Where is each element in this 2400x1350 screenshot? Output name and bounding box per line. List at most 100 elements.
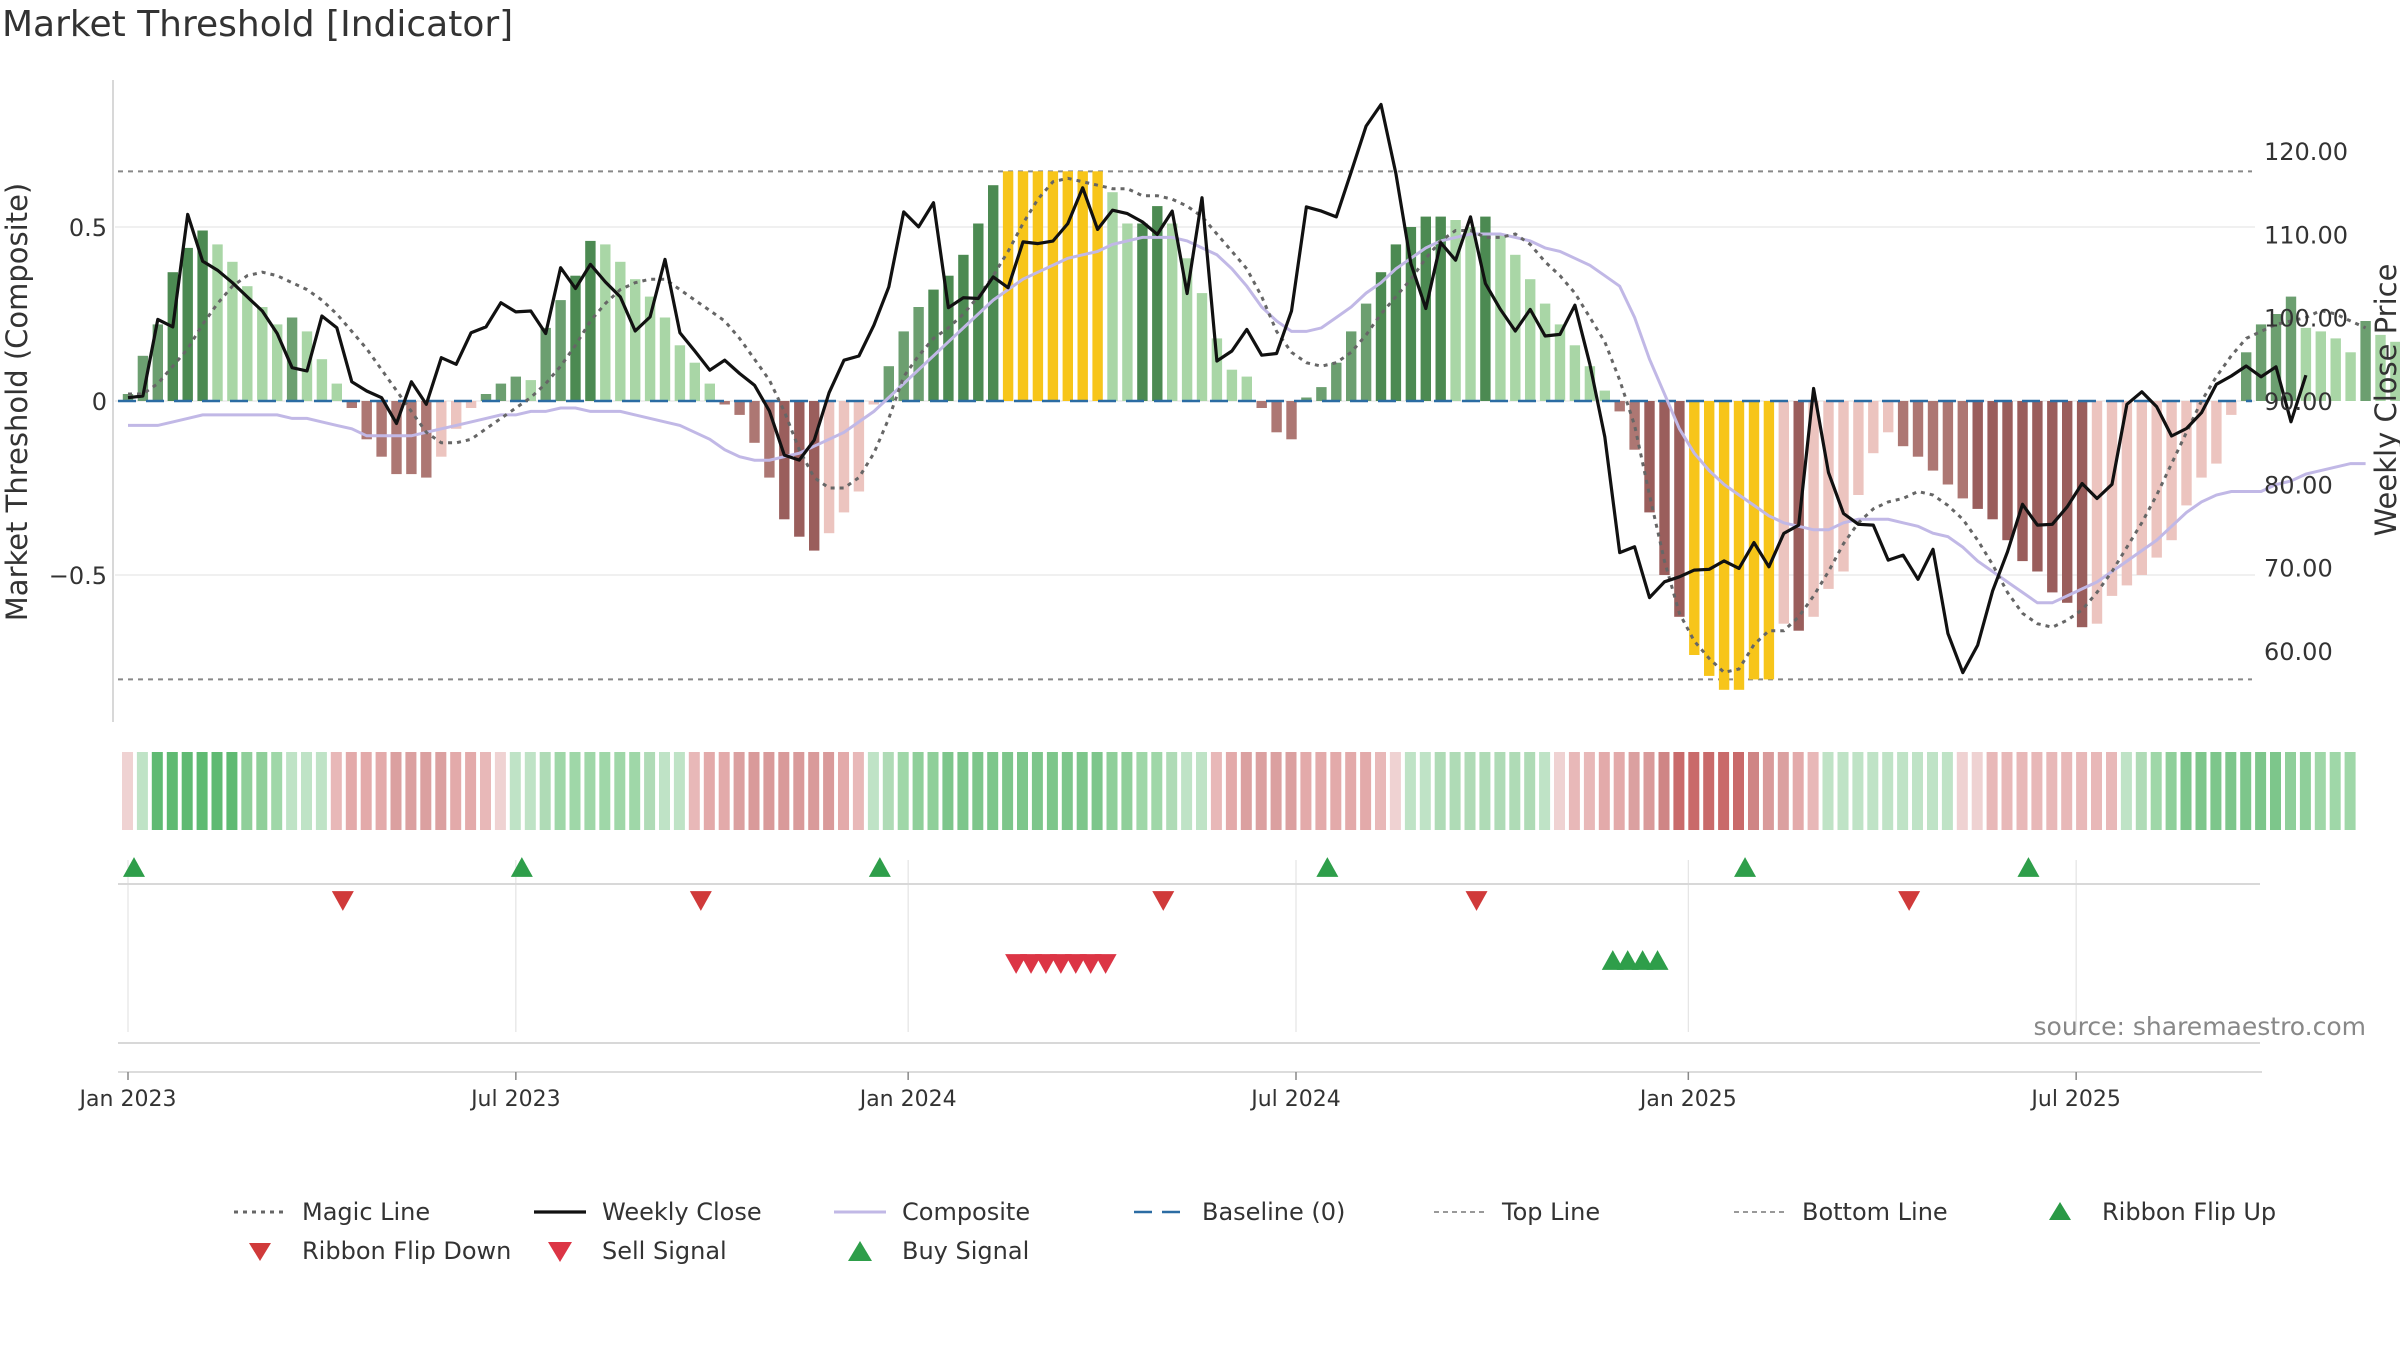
composite-bar [1092, 171, 1103, 401]
ribbon-cell [420, 752, 432, 830]
composite-bar [883, 366, 894, 401]
sell-signal-marker [1020, 954, 1043, 974]
composite-bar [1256, 401, 1267, 408]
ribbon-cell [1509, 752, 1521, 830]
ribbon-cell [524, 752, 536, 830]
ribbon-cell [733, 752, 745, 830]
composite-bar [1539, 303, 1551, 401]
ribbon-cell [226, 752, 238, 830]
ribbon-cell [1718, 752, 1730, 830]
ribbon-cell [509, 752, 521, 830]
composite-bar [316, 359, 328, 401]
ribbon-cell [763, 752, 775, 830]
ribbon-cell [1166, 752, 1178, 830]
axes-layer: 0.5 0 −0.5 120.00 110.00 100.00 90.00 80.00 70.0… [49, 80, 2348, 1112]
composite-bar [1360, 303, 1372, 401]
ribbon-cell [1404, 752, 1416, 830]
ribbon-cell [957, 752, 969, 830]
composite-bar [1763, 401, 1775, 680]
composite-bar [1883, 401, 1894, 433]
composite-bar [406, 401, 417, 475]
composite-bar [1181, 258, 1193, 401]
ribbon-cell [315, 752, 327, 830]
composite-bar [1062, 171, 1073, 401]
legend-label: Sell Signal [602, 1237, 727, 1265]
composite-bars-layer [122, 171, 2400, 690]
ribbon-cell [703, 752, 715, 830]
ribbon-cell [271, 752, 283, 830]
composite-bar [1629, 401, 1640, 450]
series-lines-layer [118, 102, 2367, 675]
composite-bar [585, 240, 596, 401]
composite-bar [1823, 401, 1834, 589]
ribbon-cell [122, 752, 133, 830]
y-tick-right-label: 80.00 [2264, 471, 2333, 499]
weekly-close-line [127, 102, 2308, 675]
ribbon-cell [897, 752, 909, 830]
x-tick-label: Jul 2024 [1249, 1087, 1341, 1112]
composite-bar [1137, 223, 1148, 401]
composite-bar [2390, 341, 2400, 401]
composite-bar [570, 275, 581, 401]
ribbon-cell [987, 752, 999, 830]
ribbon-cell [688, 752, 700, 830]
legend-item: Baseline (0) [1130, 1198, 1345, 1226]
composite-bar [1689, 401, 1700, 655]
buy-signal-marker [1631, 950, 1654, 970]
composite-bar [286, 317, 298, 401]
composite-bar [1480, 216, 1491, 401]
ribbon-cell [1449, 752, 1461, 830]
ribbon-cell [2135, 752, 2147, 830]
ribbon-cell [1389, 752, 1401, 830]
ribbon-cell [1255, 752, 1267, 830]
composite-bar [1167, 223, 1178, 401]
ribbon-cell [1748, 752, 1759, 830]
ribbon-cell [465, 752, 477, 830]
ribbon-cell [1703, 752, 1715, 830]
composite-bar [1718, 401, 1730, 690]
buy-signal-marker [1601, 950, 1624, 970]
ribbon-cell [2240, 752, 2252, 830]
ribbon-cell [927, 752, 939, 830]
legend-symbol [234, 1210, 286, 1214]
ribbon-cell [1002, 752, 1014, 830]
ribbon-cell [1583, 752, 1595, 830]
composite-bar [615, 261, 626, 401]
y-tick-left-label: 0.5 [69, 214, 107, 242]
composite-bar [853, 401, 865, 492]
composite-bar [1271, 401, 1282, 433]
composite-bar [1316, 387, 1327, 401]
ribbon-cell [1479, 752, 1491, 830]
composite-bar [2241, 352, 2252, 401]
ribbon-cell [2046, 752, 2058, 830]
y-tick-right-label: 90.00 [2264, 388, 2333, 416]
composite-bar [2091, 401, 2103, 624]
composite-line [128, 232, 2366, 605]
ribbon-cell [1046, 752, 1058, 830]
ribbon-cell [1643, 752, 1655, 830]
composite-bar [719, 401, 730, 405]
ribbon-cell [1360, 752, 1372, 830]
ribbon-cell [1151, 752, 1163, 830]
ribbon-cell [1017, 752, 1028, 830]
ribbon-flip-up-marker [123, 857, 145, 877]
composite-bar [630, 279, 641, 401]
y-axis-left-label: Market Threshold (Composite) [0, 183, 34, 621]
ribbon-cell [1568, 752, 1580, 830]
y-tick-right-label: 120.00 [2264, 138, 2348, 166]
ribbon-cell [256, 752, 268, 830]
ribbon-cell [1270, 752, 1282, 830]
composite-bar [1614, 401, 1625, 412]
ribbon-flip-up-marker [1316, 857, 1339, 877]
ribbon-cell [345, 752, 357, 830]
ribbon-cell [1673, 752, 1685, 830]
ribbon-cell [2314, 752, 2326, 830]
ribbon-cell [1375, 752, 1386, 830]
chart-title: Market Threshold [Indicator] [2, 4, 514, 45]
ribbon-cell [823, 752, 835, 830]
ribbon-cell [1598, 752, 1610, 830]
ribbon-cell [1539, 752, 1551, 830]
ribbon-cell [882, 752, 894, 830]
composite-bar [1152, 206, 1163, 401]
